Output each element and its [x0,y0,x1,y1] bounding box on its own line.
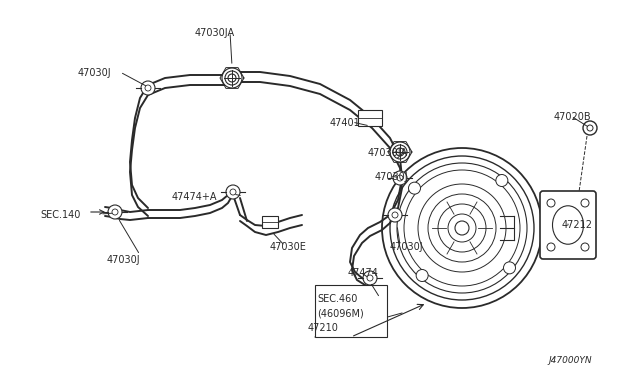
Circle shape [496,174,508,186]
Text: 47474+A: 47474+A [172,192,218,202]
Circle shape [112,209,118,215]
Text: 47030J: 47030J [375,172,408,182]
Text: 47210: 47210 [308,323,339,333]
Circle shape [367,275,373,281]
Circle shape [396,148,404,156]
Circle shape [228,74,236,82]
Ellipse shape [552,206,584,244]
Circle shape [408,182,420,194]
Circle shape [397,175,403,181]
Circle shape [581,243,589,251]
Text: SEC.460: SEC.460 [317,294,357,304]
Text: 47030J: 47030J [107,255,141,265]
Circle shape [416,269,428,282]
Text: 47030JA: 47030JA [368,148,408,158]
Circle shape [393,171,407,185]
Text: 47401: 47401 [330,118,361,128]
Circle shape [390,142,410,162]
Circle shape [393,145,407,159]
Bar [262,216,278,228]
Text: 47212: 47212 [562,220,593,230]
Text: 47020B: 47020B [554,112,591,122]
Text: 47030J: 47030J [78,68,111,78]
Circle shape [145,85,151,91]
Text: 47030E: 47030E [270,242,307,252]
Circle shape [504,262,515,274]
Circle shape [225,71,239,85]
Circle shape [141,81,155,95]
Circle shape [455,221,469,235]
Circle shape [392,212,398,218]
Circle shape [583,121,597,135]
Text: SEC.140: SEC.140 [40,210,81,220]
Circle shape [222,68,242,88]
Text: 47030J: 47030J [390,242,424,252]
Circle shape [388,208,402,222]
Text: J47000YN: J47000YN [548,356,591,365]
Circle shape [226,185,240,199]
Bar [358,110,382,126]
Circle shape [581,199,589,207]
Circle shape [547,199,555,207]
Text: (46096M): (46096M) [317,308,364,318]
Circle shape [547,243,555,251]
FancyBboxPatch shape [540,191,596,259]
Text: 47474: 47474 [348,268,379,278]
Circle shape [230,189,236,195]
Text: 47030JA: 47030JA [195,28,235,38]
Circle shape [363,271,377,285]
Circle shape [587,125,593,131]
Bar [315,285,387,337]
Circle shape [108,205,122,219]
